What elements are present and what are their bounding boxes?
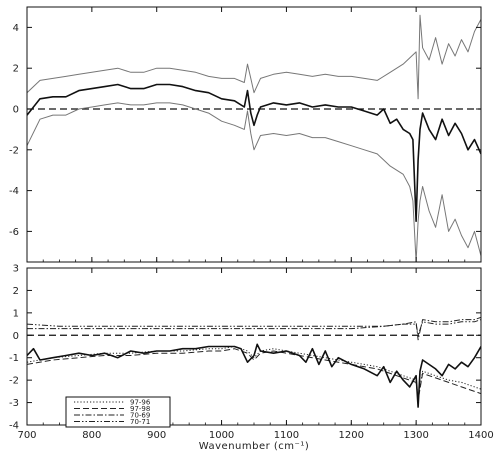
x-tick-label: 900	[147, 430, 166, 441]
series-line-70-71	[27, 319, 481, 336]
y-tick-label: -2	[9, 376, 19, 387]
x-tick-label: 1000	[209, 430, 234, 441]
y-tick-label: 0	[13, 331, 19, 342]
y-tick-label: 0	[13, 105, 19, 116]
bottom-panel: 700 800 900 1000 1100 1200 1300 1400 -4 -3 -2 -1 0 1 2…	[9, 264, 494, 442]
y-tick-label: -4	[9, 186, 19, 197]
y-tick-label: 4	[13, 23, 19, 34]
legend-label-97-96: 97-96	[130, 399, 151, 407]
y-tick-label: -2	[9, 145, 19, 156]
x-tick-label: 1100	[274, 430, 299, 441]
y-tick-label: -6	[9, 227, 19, 238]
series-line-mean	[27, 343, 481, 408]
y-tick-label: 2	[13, 64, 19, 75]
series-group	[27, 316, 481, 408]
x-tick-label: 700	[17, 430, 36, 441]
series-line-97-98	[27, 348, 481, 401]
top-panel: -6 -4 -2 0 2 4	[9, 6, 482, 263]
series-line-lower-bound	[27, 102, 481, 262]
y-tick-label: -4	[9, 421, 19, 432]
series-line-upper-bound	[27, 14, 481, 100]
y-tick-label: 3	[13, 264, 19, 275]
series-line-70-69	[27, 316, 481, 341]
legend-label-97-98: 97-98	[130, 405, 150, 413]
x-tick-label: 800	[82, 430, 101, 441]
x-axis-label: Wavenumber (cm⁻¹)	[199, 441, 309, 452]
series-group	[27, 14, 481, 262]
legend-label-70-71: 70-71	[130, 418, 150, 426]
x-tick-label: 1400	[468, 430, 493, 441]
x-tick-label: 1200	[339, 430, 364, 441]
legend-label-70-69: 70-69	[130, 412, 150, 420]
y-tick-label: 1	[13, 308, 19, 319]
y-tick-label: 2	[13, 286, 19, 297]
y-tick-label: -3	[9, 398, 19, 409]
x-tick-label: 1300	[403, 430, 428, 441]
y-tick-label: -1	[9, 353, 19, 364]
series-line-mean	[27, 83, 481, 222]
